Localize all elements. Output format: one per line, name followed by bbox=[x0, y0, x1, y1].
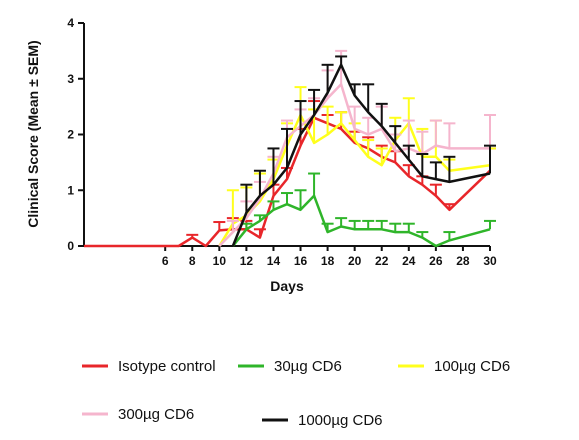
legend-item: 1000µg CD6 bbox=[262, 412, 383, 429]
legend-label: 30µg CD6 bbox=[274, 358, 342, 375]
y-tick-label: 2 bbox=[67, 128, 74, 142]
series bbox=[84, 49, 496, 248]
x-tick-label: 6 bbox=[162, 254, 169, 268]
y-tick-label: 0 bbox=[67, 239, 74, 253]
y-axis-title: Clinical Score (Mean ± SEM) bbox=[25, 40, 41, 227]
legend-item: Isotype control bbox=[82, 358, 216, 375]
legend-label: 100µg CD6 bbox=[434, 358, 510, 375]
series-line bbox=[231, 194, 491, 248]
series-4 bbox=[231, 55, 496, 247]
y-ticks: 0 1 2 3 4 bbox=[67, 16, 84, 253]
x-tick-label: 20 bbox=[348, 254, 362, 268]
x-tick-label: 14 bbox=[267, 254, 281, 268]
series-line bbox=[231, 63, 491, 247]
legend-label: 1000µg CD6 bbox=[298, 412, 383, 429]
legend-item: 100µg CD6 bbox=[398, 358, 510, 375]
legend-label: Isotype control bbox=[118, 358, 216, 375]
series-2 bbox=[218, 86, 496, 247]
legend-item: 300µg CD6 bbox=[82, 406, 194, 423]
series-1 bbox=[231, 172, 496, 248]
y-tick-label: 3 bbox=[67, 72, 74, 86]
y-tick-label: 1 bbox=[67, 183, 74, 197]
y-tick-label: 4 bbox=[67, 16, 74, 30]
x-axis-title: Days bbox=[270, 278, 304, 294]
x-tick-label: 12 bbox=[240, 254, 254, 268]
x-tick-label: 24 bbox=[402, 254, 416, 268]
x-tick-label: 22 bbox=[375, 254, 389, 268]
x-tick-label: 30 bbox=[483, 254, 497, 268]
x-tick-label: 16 bbox=[294, 254, 308, 268]
x-tick-label: 10 bbox=[213, 254, 227, 268]
x-tick-label: 18 bbox=[321, 254, 335, 268]
x-tick-label: 26 bbox=[429, 254, 443, 268]
x-tick-label: 8 bbox=[189, 254, 196, 268]
legend-label: 300µg CD6 bbox=[118, 406, 194, 423]
legend: Isotype control 30µg CD6 100µg CD6 300µg CD… bbox=[82, 358, 510, 429]
legend-item: 30µg CD6 bbox=[238, 358, 342, 375]
x-tick-label: 28 bbox=[456, 254, 470, 268]
x-ticks: 6 8 10 12 14 16 18 20 22 24 26 28 30 bbox=[162, 246, 497, 268]
